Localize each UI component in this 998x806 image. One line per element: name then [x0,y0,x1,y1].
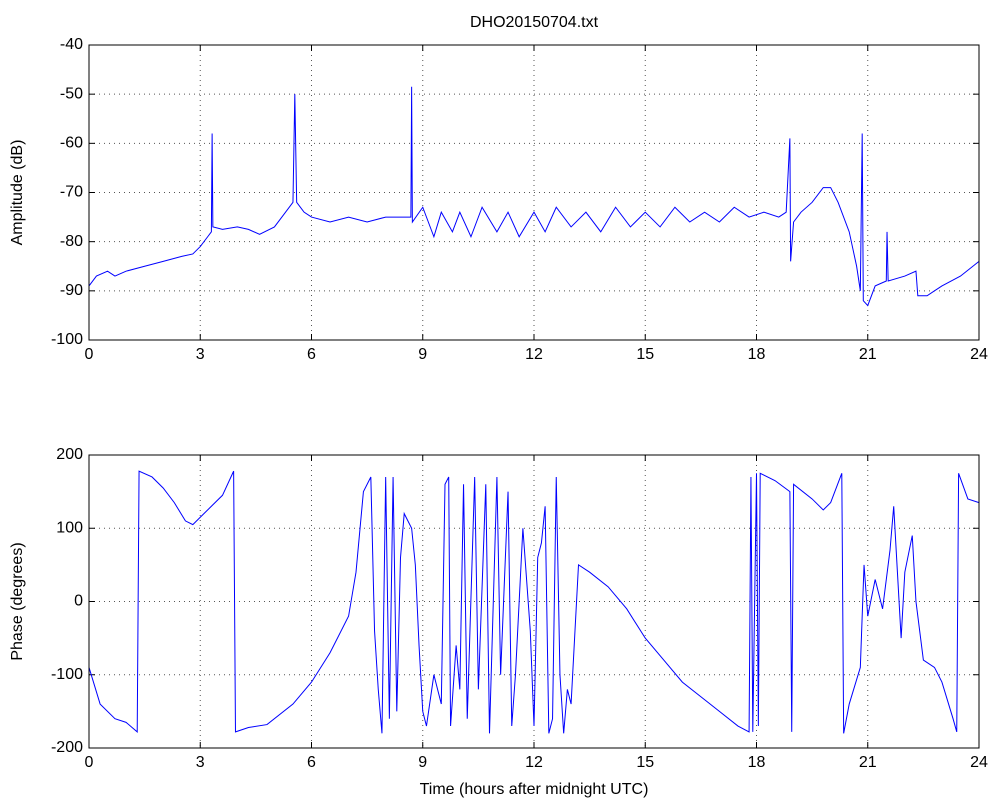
x-tick-label: 9 [418,346,427,363]
x-tick-label: 3 [196,754,205,771]
axes-frame [88,44,980,341]
x-tick-label: 3 [196,346,205,363]
y-axis-label: Amplitude (dB) [9,140,26,246]
x-tick-label: 18 [748,754,766,771]
data-line [88,470,980,734]
y-tick-label: -40 [60,36,83,53]
x-tick-label: 15 [636,754,654,771]
x-tick-label: 0 [85,754,94,771]
y-axis-label: Phase (degrees) [9,542,26,660]
y-tick-label: -50 [60,85,83,102]
x-tick-label: 9 [418,754,427,771]
y-tick-label: 200 [56,446,83,463]
y-tick-label: 0 [74,593,83,610]
y-tick-label: -90 [60,282,83,299]
data-line [88,86,980,307]
x-tick-label: 21 [859,346,877,363]
axes-frame [88,454,980,749]
x-axis-label: Time (hours after midnight UTC) [420,781,649,798]
y-tick-label: -200 [51,739,83,756]
x-tick-label: 15 [636,346,654,363]
chart-title: DHO20150704.txt [470,14,599,31]
x-tick-label: 12 [525,754,543,771]
y-tick-label: -70 [60,184,83,201]
x-tick-label: 0 [85,346,94,363]
x-tick-label: 12 [525,346,543,363]
x-tick-label: 24 [970,754,988,771]
y-tick-label: -100 [51,331,83,348]
x-tick-label: 18 [748,346,766,363]
y-tick-label: -80 [60,233,83,250]
x-tick-label: 6 [307,346,316,363]
x-tick-label: 24 [970,346,988,363]
y-tick-label: 100 [56,519,83,536]
x-tick-label: 6 [307,754,316,771]
y-tick-label: -100 [51,666,83,683]
y-tick-label: -60 [60,135,83,152]
x-tick-label: 21 [859,754,877,771]
